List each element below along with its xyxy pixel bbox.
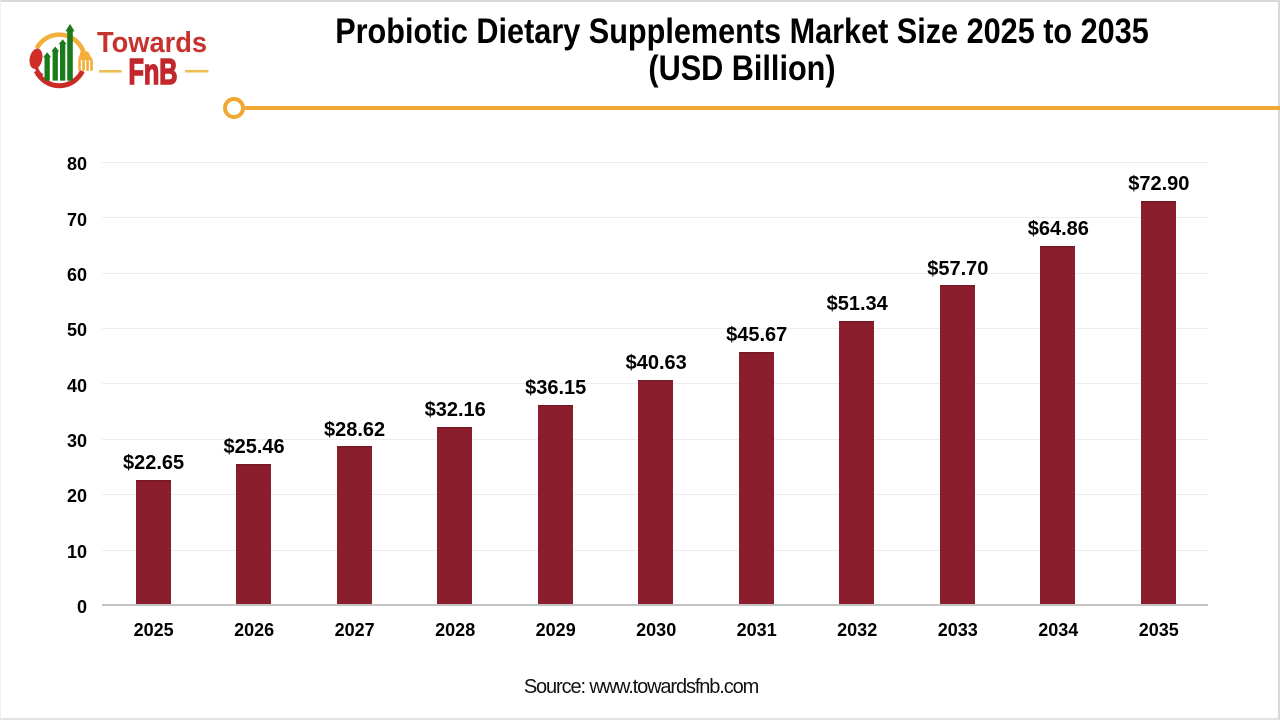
svg-text:Towards: Towards xyxy=(97,27,207,59)
svg-text:FnB: FnB xyxy=(129,51,178,92)
